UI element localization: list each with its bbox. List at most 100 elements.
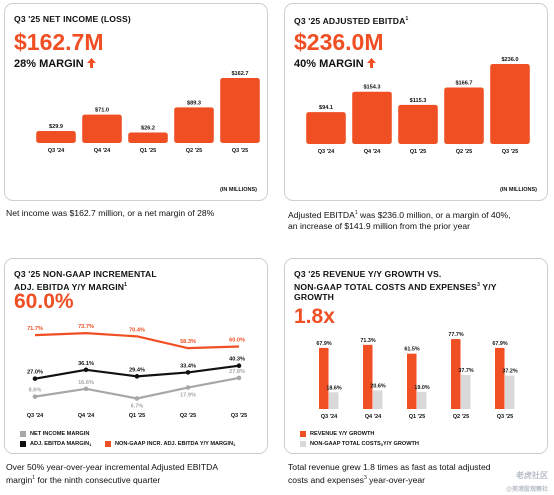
bar-value-label: $166.7 xyxy=(455,80,472,86)
x-tick-label: Q4 '24 xyxy=(94,148,111,154)
data-label: 27.8% xyxy=(229,369,245,375)
series-point xyxy=(83,386,89,392)
bar-value-label: 61.5% xyxy=(404,347,419,353)
bar xyxy=(174,107,214,143)
legend-label-costs-tail: Y/Y GROWTH xyxy=(383,441,419,447)
bar-value-label: $162.7 xyxy=(231,71,248,77)
legend-revenue-growth: REVENUE Y/Y GROWTH xyxy=(300,431,374,437)
x-tick-label: Q2 '25 xyxy=(453,414,470,420)
data-label: 60.0% xyxy=(229,338,245,344)
legend-label-adj-ebitda: ADJ. EBITDA MARGIN xyxy=(30,441,90,447)
net-income-caption: Net income was $162.7 million, or a net … xyxy=(6,208,215,218)
adj-ebitda-caption-a: Adjusted EBITDA xyxy=(288,209,355,220)
adj-ebitda-margin: 40% MARGIN xyxy=(294,58,376,70)
legend-label-net-income: NET INCOME MARGIN xyxy=(30,431,90,437)
data-label: 8.6% xyxy=(29,388,42,394)
watermark-text: 老虎社区 xyxy=(516,471,548,480)
net-income-title: Q3 '25 NET INCOME (LOSS) xyxy=(14,14,131,24)
x-tick-label: Q4 '24 xyxy=(365,414,382,420)
bar xyxy=(363,344,373,409)
x-tick-label: Q2 '25 xyxy=(180,413,197,419)
series-point xyxy=(185,370,191,375)
growth-caption-sup: 3 xyxy=(363,475,367,481)
incremental-caption-sup: 1 xyxy=(32,475,36,481)
growth-caption-l1: Total revenue grew 1.8 times as fast as … xyxy=(288,462,491,472)
incremental-caption: Over 50% year-over-year incremental Adju… xyxy=(6,462,218,486)
x-tick-label: Q1 '25 xyxy=(409,414,426,420)
legend-label-revenue: REVENUE Y/Y GROWTH xyxy=(310,431,375,437)
legend-swatch-orange xyxy=(300,431,306,437)
net-income-bar-chart: $29.9 Q3 '24 $71.0 Q4 '24 $26.2 Q1 '25 $89.3 Q2… xyxy=(36,71,260,154)
legend-sup-1: 1 xyxy=(89,441,92,447)
series-point xyxy=(236,375,242,381)
bar xyxy=(407,353,417,409)
adj-ebitda-title-sup: 1 xyxy=(405,16,409,22)
series-point xyxy=(32,376,38,381)
bar xyxy=(329,392,339,409)
data-label: 33.4% xyxy=(180,363,196,369)
bar xyxy=(461,375,471,409)
incremental-title-l2: ADJ. EBITDA Y/Y MARGIN xyxy=(14,281,125,292)
growth-caption: Total revenue grew 1.8 times as fast as … xyxy=(288,462,491,486)
growth-bar-chart: 67.9% 18.6% Q3 '24 71.3% 20.6% Q4 '24 61.5% 19.… xyxy=(316,332,517,420)
series-point xyxy=(32,394,38,399)
data-label: 6.7% xyxy=(131,403,144,409)
series-point xyxy=(83,367,89,373)
margin-line-chart: 8.6% 16.6% 6.7% 17.9% 27.8% 27.0% 36.1% 29.4% 33… xyxy=(27,324,248,419)
bar xyxy=(36,131,76,143)
bar xyxy=(373,390,383,409)
growth-ratio-value: 1.8x xyxy=(294,305,335,328)
bar-value-label: $89.3 xyxy=(187,100,201,106)
growth-title-l2b: Y/Y xyxy=(480,281,497,292)
legend-swatch-black xyxy=(20,441,26,447)
incremental-title-l1: Q3 '25 NON-GAAP INCREMENTAL xyxy=(14,269,157,279)
bar-value-label: $29.9 xyxy=(49,124,63,130)
x-tick-label: Q3 '25 xyxy=(231,413,248,419)
up-arrow-icon xyxy=(366,58,376,68)
x-tick-label: Q1 '25 xyxy=(140,148,157,154)
watermark-handle: @美港股观察社 xyxy=(506,484,548,493)
adj-ebitda-title: Q3 '25 ADJUSTED EBITDA1 xyxy=(294,14,408,26)
adj-ebitda-unit-note: (IN MILLIONS) xyxy=(500,187,537,193)
x-tick-label: Q3 '24 xyxy=(27,413,44,419)
series-line xyxy=(34,332,240,350)
adj-ebitda-title-text: Q3 '25 ADJUSTED EBITDA xyxy=(294,15,406,26)
watermark-handle-text: @美港股观察社 xyxy=(506,487,548,493)
legend-net-income-margin: NET INCOME MARGIN xyxy=(20,431,89,437)
legend-sup-3: 3 xyxy=(380,441,383,447)
net-income-value: $162.7M xyxy=(14,29,104,55)
series-point xyxy=(134,396,140,401)
series-point xyxy=(236,363,242,369)
bar xyxy=(505,375,515,409)
data-label: 73.7% xyxy=(78,324,94,330)
bar-value-label: 37.2% xyxy=(502,369,517,375)
adj-ebitda-caption-sup: 1 xyxy=(354,210,358,216)
watermark: 老虎社区 xyxy=(516,470,548,481)
growth-caption-l2b: year-over-year xyxy=(366,474,426,485)
bar xyxy=(444,87,484,144)
data-label: 40.3% xyxy=(229,357,245,363)
incremental-caption-l1: Over 50% year-over-year incremental Adju… xyxy=(6,462,219,472)
series-point xyxy=(134,374,140,379)
bar-value-label: $154.3 xyxy=(363,85,380,91)
series-line xyxy=(34,376,240,400)
bar-value-label: 67.9% xyxy=(316,341,331,347)
bar xyxy=(417,391,427,409)
net-income-margin-text: 28% MARGIN xyxy=(14,58,84,70)
net-income-unit-note: (IN MILLIONS) xyxy=(220,187,257,193)
growth-title-l2: NON-GAAP TOTAL COSTS AND EXPENSES xyxy=(294,281,478,292)
bar-value-label: 18.6% xyxy=(326,385,341,391)
bar-value-label: 71.3% xyxy=(360,338,375,344)
data-label: 17.9% xyxy=(180,393,196,399)
bar-value-label: $94.1 xyxy=(319,105,333,111)
legend-sup-2: 1 xyxy=(233,441,236,447)
legend-label-incremental: NON-GAAP INCR. ADJ. EBITDA Y/Y MARGIN xyxy=(115,441,233,447)
bar xyxy=(128,132,168,143)
legend-costs-growth: NON-GAAP TOTAL COSTS 3 Y/Y GROWTH xyxy=(300,441,419,447)
adj-ebitda-bar-chart: $94.1 Q3 '24 $154.3 Q4 '24 $115.3 Q1 '25 $166.… xyxy=(306,57,530,155)
incremental-margin-title: Q3 '25 NON-GAAP INCREMENTAL ADJ. EBITDA … xyxy=(14,269,157,292)
bar xyxy=(82,114,122,143)
legend-swatch-orange xyxy=(105,441,111,447)
bar xyxy=(220,78,260,143)
legend-swatch-gray xyxy=(20,431,26,437)
